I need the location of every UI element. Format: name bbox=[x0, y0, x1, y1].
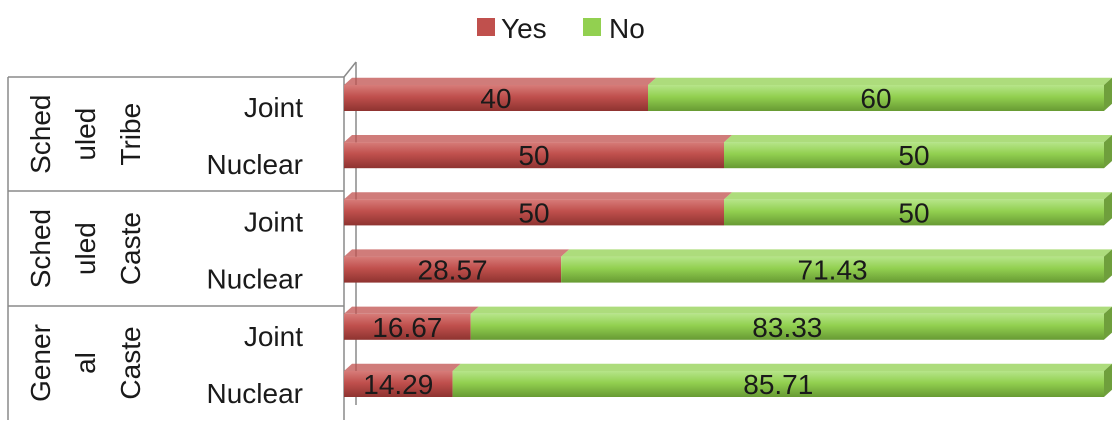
bar-top-no-3 bbox=[724, 192, 1112, 200]
data-label-no-6: 85.71 bbox=[743, 369, 813, 400]
bar-top-no-2 bbox=[724, 135, 1112, 143]
group-label-1-line-2: uled bbox=[70, 108, 101, 161]
data-label-yes-3: 50 bbox=[518, 197, 549, 228]
group-label-2-line-1: Sched bbox=[25, 209, 56, 288]
data-label-no-1: 60 bbox=[860, 83, 891, 114]
group-label-2-line-2: uled bbox=[70, 222, 101, 275]
legend-label-no: No bbox=[609, 13, 645, 44]
data-label-yes-1: 40 bbox=[480, 83, 511, 114]
group-label-1-line-3: Tribe bbox=[115, 103, 146, 166]
data-label-yes-2: 50 bbox=[518, 140, 549, 171]
bar-yes-4 bbox=[344, 256, 562, 283]
bar-no-4 bbox=[561, 256, 1104, 283]
bar-no-2 bbox=[724, 142, 1104, 169]
bar-top-yes-4 bbox=[344, 249, 570, 257]
data-label-yes-4: 28.57 bbox=[418, 255, 488, 286]
bar-end-cap-4 bbox=[1104, 249, 1112, 283]
bar-top-no-4 bbox=[561, 249, 1112, 257]
bar-yes-6 bbox=[344, 371, 453, 397]
bar-end-cap-5 bbox=[1104, 306, 1112, 340]
bar-no-6 bbox=[452, 371, 1104, 397]
data-label-no-4: 71.43 bbox=[798, 255, 868, 286]
group-label-3-line-2: al bbox=[70, 352, 101, 374]
bar-top-no-5 bbox=[470, 306, 1112, 314]
group-label-3-line-1: Gener bbox=[25, 324, 56, 402]
bar-top-yes-2 bbox=[344, 135, 732, 143]
legend-swatch-yes bbox=[477, 18, 495, 36]
bar-yes-3 bbox=[344, 199, 724, 226]
data-label-no-3: 50 bbox=[898, 197, 929, 228]
category-axis bbox=[7, 61, 357, 420]
bar-yes-5 bbox=[344, 313, 471, 340]
bar-yes-2 bbox=[344, 142, 724, 169]
group-label-1-line-1: Sched bbox=[25, 94, 56, 173]
bar-end-cap-2 bbox=[1104, 135, 1112, 169]
legend-label-yes: Yes bbox=[501, 13, 547, 44]
bar-top-no-6 bbox=[452, 363, 1112, 371]
bar-top-yes-6 bbox=[344, 363, 461, 371]
bar-no-3 bbox=[724, 199, 1104, 226]
bar-no-5 bbox=[470, 313, 1104, 340]
group-label-3-line-3: Caste bbox=[115, 326, 146, 399]
category-label-nuclear: Nuclear bbox=[207, 149, 303, 180]
category-label-joint: Joint bbox=[244, 321, 303, 352]
data-label-yes-5: 16.67 bbox=[372, 312, 442, 343]
category-label-nuclear: Nuclear bbox=[207, 378, 303, 409]
data-label-no-5: 83.33 bbox=[752, 312, 822, 343]
bars bbox=[344, 77, 1112, 397]
legend-swatch-no bbox=[583, 18, 601, 36]
bar-top-yes-3 bbox=[344, 192, 732, 200]
bar-top-no-1 bbox=[648, 77, 1112, 85]
bar-yes-1 bbox=[344, 85, 648, 111]
data-label-no-2: 50 bbox=[898, 140, 929, 171]
category-label-nuclear: Nuclear bbox=[207, 264, 303, 295]
bar-end-cap-1 bbox=[1104, 77, 1112, 111]
category-label-joint: Joint bbox=[244, 206, 303, 237]
bar-end-cap-6 bbox=[1104, 363, 1112, 397]
group-labels: Sched uled Tribe Sched uled Caste Gener al Caste bbox=[25, 94, 146, 401]
bar-no-1 bbox=[648, 85, 1104, 111]
bar-top-yes-5 bbox=[344, 306, 479, 314]
bar-top-yes-1 bbox=[344, 77, 656, 85]
category-label-joint: Joint bbox=[244, 92, 303, 123]
axis-3d-back bbox=[343, 61, 357, 78]
group-label-2-line-3: Caste bbox=[115, 212, 146, 285]
bar-end-cap-3 bbox=[1104, 192, 1112, 226]
category-labels: Joint Nuclear Joint Nuclear Joint Nuclear bbox=[207, 92, 304, 409]
data-label-yes-6: 14.29 bbox=[363, 369, 433, 400]
legend: Yes No bbox=[477, 13, 645, 44]
